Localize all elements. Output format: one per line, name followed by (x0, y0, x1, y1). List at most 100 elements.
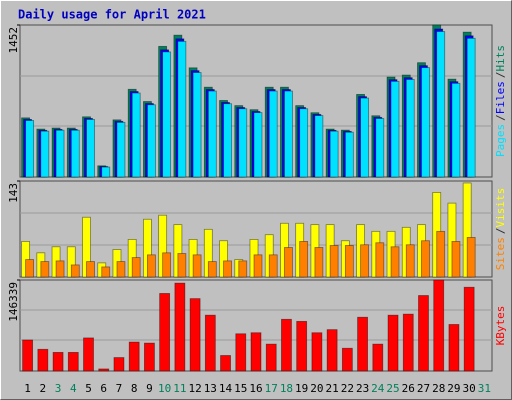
bar (147, 254, 156, 278)
bar (451, 82, 461, 178)
bar (235, 333, 247, 372)
bar (25, 259, 35, 278)
x-tick-label: 9 (146, 382, 153, 395)
bar (421, 240, 430, 278)
x-tick-label: 2 (40, 382, 47, 395)
legend-label: Hits (494, 45, 507, 72)
bar (466, 236, 476, 278)
bar (390, 246, 400, 278)
x-tick-label: 23 (356, 382, 369, 395)
legend: Pages/Files/Hits (494, 45, 507, 157)
bar (70, 129, 80, 178)
x-tick-label: 18 (280, 382, 293, 395)
bar (113, 357, 125, 372)
y-tick-label: 1452 (7, 27, 20, 54)
bar (375, 118, 385, 178)
bar (189, 298, 201, 372)
bar (223, 260, 232, 278)
bar (344, 245, 354, 278)
bar (421, 67, 430, 178)
x-tick-label: 31 (478, 382, 491, 395)
bar (55, 129, 65, 178)
x-tick-label: 16 (249, 382, 262, 395)
bar (37, 348, 49, 372)
x-tick-label: 12 (188, 382, 201, 395)
bar (116, 121, 126, 178)
x-tick-label: 5 (85, 382, 92, 395)
legend-label: Pages (494, 124, 507, 157)
bar (174, 282, 186, 372)
bar (131, 257, 141, 278)
bar (162, 51, 172, 178)
bar (466, 37, 476, 178)
bar (387, 314, 399, 372)
legend-separator: / (494, 114, 507, 121)
bar (433, 279, 445, 372)
x-tick-label: 24 (371, 382, 385, 395)
bar (223, 103, 232, 178)
bar (265, 343, 277, 372)
bar (207, 261, 217, 278)
bar (40, 261, 50, 278)
bar (238, 260, 248, 278)
x-tick-label: 10 (158, 382, 171, 395)
legend: KBytes (494, 306, 507, 346)
x-tick-label: 6 (100, 382, 107, 395)
bar (192, 254, 202, 278)
bar (436, 230, 446, 278)
x-tick-label: 3 (55, 382, 62, 395)
bar (341, 347, 353, 372)
x-tick-label: 30 (463, 382, 476, 395)
bar (128, 341, 140, 372)
bar (372, 343, 384, 372)
legend-label: KBytes (494, 306, 507, 346)
bar (250, 332, 262, 372)
bar (86, 261, 95, 278)
bar (204, 314, 216, 372)
bar (101, 266, 111, 278)
x-tick-label: 19 (295, 382, 308, 395)
bar (436, 31, 446, 178)
bar (131, 92, 141, 178)
bar (162, 252, 172, 278)
legend-label: Visits (494, 188, 507, 228)
bar (98, 368, 110, 372)
bar (116, 261, 126, 278)
bar (25, 120, 35, 178)
bar (55, 260, 65, 278)
bar (463, 286, 475, 372)
x-tick-label: 17 (265, 382, 278, 395)
bar (220, 355, 231, 372)
x-tick-label: 13 (204, 382, 217, 395)
bar (40, 130, 50, 178)
bar (448, 324, 460, 372)
bar (405, 244, 415, 278)
x-tick-label: 15 (234, 382, 247, 395)
bar (311, 332, 323, 372)
y-tick-label: 146339 (7, 282, 20, 322)
bar (314, 115, 324, 178)
bar (284, 90, 293, 178)
x-tick-label: 22 (341, 382, 354, 395)
legend-separator: / (494, 228, 507, 235)
bar (296, 320, 308, 372)
bar (326, 329, 338, 372)
bar (314, 247, 324, 278)
x-tick-label: 7 (116, 382, 123, 395)
bar (83, 337, 94, 372)
bar (207, 90, 217, 178)
bar (147, 104, 156, 178)
legend: Sites /Visits (494, 188, 507, 271)
bar (253, 112, 263, 178)
x-tick-label: 11 (173, 382, 186, 395)
bar (390, 80, 400, 178)
bar (360, 97, 369, 178)
bar (268, 90, 278, 178)
bar (360, 244, 369, 278)
legend-label: Sites (494, 237, 507, 270)
bar (22, 339, 34, 372)
bar (159, 293, 171, 372)
legend-separator: / (494, 72, 507, 79)
